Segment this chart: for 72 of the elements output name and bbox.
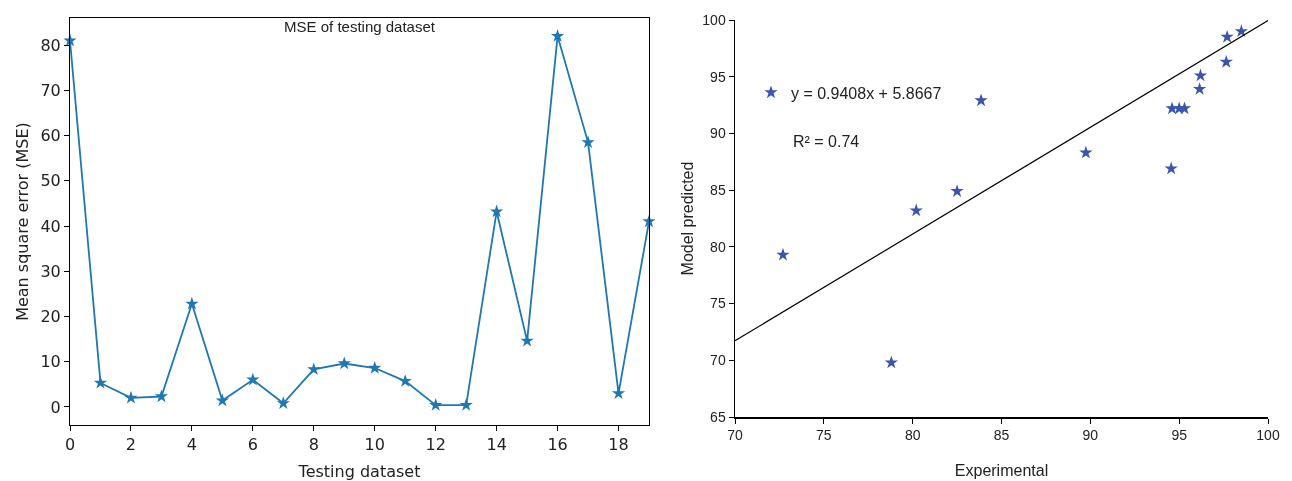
x-tick-label: 95 bbox=[1171, 427, 1188, 444]
point bbox=[776, 247, 790, 261]
point bbox=[884, 355, 899, 369]
y-tick-label: 70 bbox=[710, 352, 726, 369]
x-tick-label: 75 bbox=[816, 427, 832, 444]
y-tick-label: 50 bbox=[40, 171, 61, 191]
point bbox=[337, 356, 351, 370]
point bbox=[276, 396, 290, 409]
point bbox=[398, 374, 412, 387]
y-tick-label: 40 bbox=[40, 216, 61, 236]
x-tick-label: 10 bbox=[364, 435, 385, 455]
point bbox=[124, 390, 138, 404]
y-tick-label: 95 bbox=[710, 68, 726, 85]
point bbox=[246, 372, 260, 386]
y-tick-label: 80 bbox=[40, 35, 61, 55]
point bbox=[950, 184, 964, 197]
x-tick-label: 85 bbox=[993, 427, 1010, 444]
point bbox=[520, 333, 534, 347]
y-tick-label: 60 bbox=[40, 126, 61, 146]
point bbox=[429, 398, 443, 411]
y-tick-label: 90 bbox=[710, 125, 726, 142]
point bbox=[1219, 54, 1233, 68]
x-tick-label: 80 bbox=[904, 427, 921, 444]
y-tick-label: 85 bbox=[710, 182, 726, 199]
point bbox=[1164, 161, 1178, 175]
x-tick-label: 70 bbox=[727, 427, 743, 444]
point bbox=[215, 393, 230, 407]
x-tick-label: 8 bbox=[308, 435, 319, 455]
y-tick-label: 70 bbox=[40, 80, 61, 100]
legend-label: y = 0.9408x + 5.8667 bbox=[790, 84, 942, 102]
x-tick-label: 14 bbox=[486, 435, 507, 455]
y-tick-label: 0 bbox=[50, 397, 61, 417]
point bbox=[1234, 24, 1249, 37]
point bbox=[185, 296, 199, 310]
x-tick-label: 16 bbox=[547, 435, 568, 455]
y-tick-label: 75 bbox=[710, 295, 726, 312]
point bbox=[368, 361, 382, 374]
x-tick-label: 6 bbox=[247, 435, 258, 455]
point bbox=[581, 135, 595, 149]
y-tick-label: 20 bbox=[40, 307, 61, 327]
point bbox=[1192, 82, 1207, 95]
x-tick-label: 12 bbox=[425, 435, 446, 455]
point bbox=[550, 29, 565, 42]
x-tick-label: 0 bbox=[64, 435, 76, 455]
x-tick-label: 90 bbox=[1082, 427, 1099, 444]
y-axis-title: Mean square error (MSE) bbox=[13, 122, 32, 321]
x-tick-label: 2 bbox=[125, 435, 137, 455]
point bbox=[307, 362, 321, 376]
point bbox=[63, 33, 77, 47]
annotation: R² = 0.74 bbox=[793, 133, 860, 150]
point bbox=[489, 204, 504, 218]
point bbox=[93, 375, 108, 389]
point bbox=[1193, 68, 1208, 82]
point bbox=[642, 214, 655, 228]
y-axis-title: Model predicted bbox=[678, 161, 696, 276]
point bbox=[459, 398, 473, 411]
x-tick-label: 4 bbox=[186, 435, 197, 455]
y-tick-label: 65 bbox=[710, 408, 726, 425]
y-tick-label: 80 bbox=[710, 238, 726, 255]
point bbox=[154, 389, 169, 403]
point bbox=[1220, 30, 1234, 43]
chart-title: MSE of testing dataset bbox=[284, 18, 436, 36]
point bbox=[974, 93, 988, 107]
point bbox=[611, 386, 626, 399]
x-axis-title: Experimental bbox=[954, 461, 1049, 479]
y-tick-label: 100 bbox=[702, 11, 726, 28]
x-tick-label: 18 bbox=[608, 435, 629, 455]
y-tick-label: 10 bbox=[40, 352, 61, 372]
y-tick-label: 30 bbox=[40, 261, 61, 281]
x-tick-label: 100 bbox=[1256, 427, 1280, 444]
x-axis-title: Testing dataset bbox=[297, 462, 421, 481]
point bbox=[909, 203, 923, 217]
